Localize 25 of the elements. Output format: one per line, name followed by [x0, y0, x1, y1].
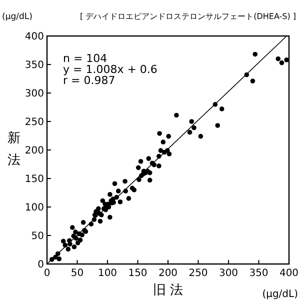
y-tick-label: 300	[24, 88, 44, 100]
y-axis-title: 新法	[8, 131, 20, 168]
x-tick-label: 150	[128, 268, 148, 279]
y-tick-label: 250	[24, 117, 44, 128]
x-tick-label: 50	[70, 268, 84, 279]
x-tick-label: 250	[188, 268, 208, 279]
x-tick-label: 300	[218, 268, 238, 279]
chart-title: [ デハイドロエピアンドロステロンサルフェート(DHEA-S) ]	[80, 12, 296, 21]
y-tick-label: 0	[38, 260, 44, 270]
text: (μg/dL)	[2, 12, 32, 22]
y-tick-label: 200	[24, 146, 44, 156]
x-tick-label: 400	[279, 268, 299, 279]
y-tick-label: 350	[24, 60, 44, 71]
annotation: y = 1.008x + 0.6	[63, 63, 158, 76]
y-tick-label: 150	[24, 174, 44, 185]
x-tick-label: 100	[98, 268, 118, 279]
annotation: r = 0.987	[63, 74, 116, 87]
x-axis-title: 旧 法	[152, 283, 184, 298]
text: (μg/dL)	[262, 289, 298, 300]
y-tick-label: 400	[24, 32, 44, 42]
x-tick-label: 350	[249, 268, 268, 279]
annotation: n = 104	[63, 52, 108, 65]
y-tick-label: 50	[31, 231, 44, 242]
x-tick-label: 200	[158, 268, 178, 279]
y-tick-label: 100	[24, 202, 44, 214]
